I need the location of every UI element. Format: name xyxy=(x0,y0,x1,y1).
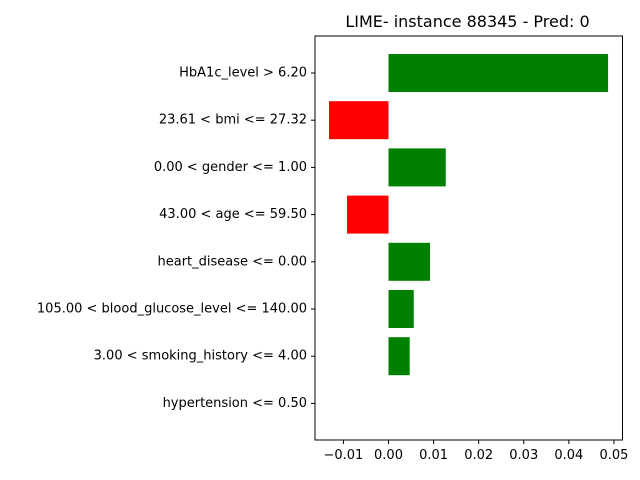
y-tick-label-4: heart_disease <= 0.00 xyxy=(157,254,307,269)
x-tick-label-5: 0.04 xyxy=(554,448,583,463)
chart-title: LIME- instance 88345 - Pred: 0 xyxy=(345,12,589,31)
y-tick-label-3: 43.00 < age <= 59.50 xyxy=(159,207,307,222)
y-tick-label-7: hypertension <= 0.50 xyxy=(163,396,307,411)
x-tick-label-1: 0.00 xyxy=(374,448,403,463)
x-tick-label-0: −0.01 xyxy=(323,448,363,463)
bar-6 xyxy=(388,337,410,376)
y-tick-label-5: 105.00 < blood_glucose_level <= 140.00 xyxy=(37,302,307,317)
x-tick-label-3: 0.02 xyxy=(464,448,493,463)
x-tick-label-6: 0.05 xyxy=(599,448,628,463)
x-tick-label-4: 0.03 xyxy=(509,448,538,463)
bar-2 xyxy=(388,148,446,187)
y-axis: HbA1c_level > 6.20 23.61 < bmi <= 27.32 0.… xyxy=(37,66,315,411)
axes-frame xyxy=(314,35,623,441)
x-tick-label-2: 0.01 xyxy=(419,448,448,463)
bar-1 xyxy=(328,101,389,140)
bar-4 xyxy=(388,242,430,281)
bar-5 xyxy=(388,290,414,328)
bars-group xyxy=(328,54,609,376)
bar-3 xyxy=(347,195,389,234)
y-tick-label-6: 3.00 < smoking_history <= 4.00 xyxy=(94,349,307,364)
x-axis: −0.01 0.00 0.01 0.02 0.03 0.04 0.05 xyxy=(323,440,628,463)
bar-0 xyxy=(388,54,609,92)
y-tick-label-0: HbA1c_level > 6.20 xyxy=(179,66,307,81)
y-tick-label-1: 23.61 < bmi <= 27.32 xyxy=(159,113,307,128)
y-tick-label-2: 0.00 < gender <= 1.00 xyxy=(154,160,307,175)
